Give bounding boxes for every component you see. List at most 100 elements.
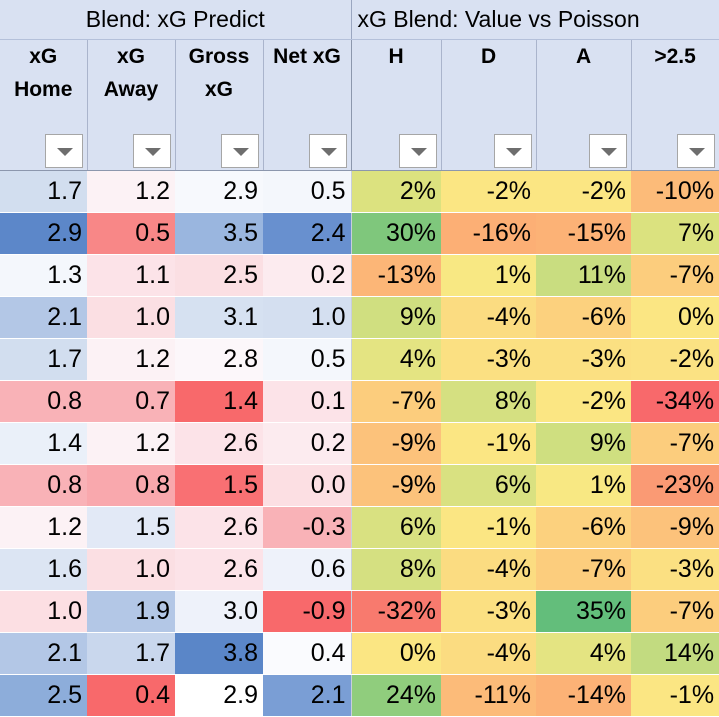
cell-xg-away[interactable]: 0.4: [87, 674, 175, 717]
cell-xg-home[interactable]: 1.4: [0, 422, 87, 465]
cell-xg-away[interactable]: 0.8: [87, 464, 175, 507]
cell-xg-away[interactable]: 1.2: [87, 170, 175, 213]
cell-xg-home[interactable]: 1.7: [0, 170, 87, 213]
cell-net-xg[interactable]: 0.0: [263, 464, 352, 507]
cell-xg-away[interactable]: 1.5: [87, 506, 175, 549]
cell-net-xg[interactable]: -0.3: [263, 506, 352, 549]
cell-gross-xg[interactable]: 3.8: [175, 632, 263, 675]
cell-h[interactable]: 24%: [351, 674, 442, 717]
cell-a[interactable]: -3%: [536, 338, 632, 381]
cell-over-2-5[interactable]: -3%: [631, 548, 719, 591]
cell-a[interactable]: 4%: [536, 632, 632, 675]
cell-over-2-5[interactable]: -34%: [631, 380, 719, 423]
cell-over-2-5[interactable]: 0%: [631, 296, 719, 339]
cell-over-2-5[interactable]: -1%: [631, 674, 719, 717]
cell-gross-xg[interactable]: 3.1: [175, 296, 263, 339]
cell-d[interactable]: -4%: [441, 296, 537, 339]
cell-h[interactable]: -13%: [351, 254, 442, 297]
cell-h[interactable]: -32%: [351, 590, 442, 633]
cell-gross-xg[interactable]: 3.5: [175, 212, 263, 255]
cell-xg-home[interactable]: 1.0: [0, 590, 87, 633]
cell-a[interactable]: 11%: [536, 254, 632, 297]
cell-gross-xg[interactable]: 2.6: [175, 506, 263, 549]
cell-d[interactable]: -1%: [441, 506, 537, 549]
cell-over-2-5[interactable]: -2%: [631, 338, 719, 381]
cell-xg-home[interactable]: 1.7: [0, 338, 87, 381]
filter-dropdown-button[interactable]: [676, 134, 715, 168]
cell-h[interactable]: 9%: [351, 296, 442, 339]
cell-h[interactable]: -9%: [351, 422, 442, 465]
cell-over-2-5[interactable]: -7%: [631, 254, 719, 297]
cell-a[interactable]: -14%: [536, 674, 632, 717]
cell-xg-home[interactable]: 1.3: [0, 254, 87, 297]
cell-h[interactable]: 6%: [351, 506, 442, 549]
cell-a[interactable]: -15%: [536, 212, 632, 255]
cell-net-xg[interactable]: 1.0: [263, 296, 352, 339]
cell-d[interactable]: -4%: [441, 548, 537, 591]
cell-a[interactable]: -2%: [536, 380, 632, 423]
filter-dropdown-button[interactable]: [220, 134, 259, 168]
cell-net-xg[interactable]: 0.2: [263, 422, 352, 465]
filter-dropdown-button[interactable]: [308, 134, 347, 168]
cell-xg-away[interactable]: 1.9: [87, 590, 175, 633]
filter-dropdown-button[interactable]: [398, 134, 437, 168]
cell-xg-away[interactable]: 1.2: [87, 422, 175, 465]
cell-xg-away[interactable]: 0.5: [87, 212, 175, 255]
cell-h[interactable]: 0%: [351, 632, 442, 675]
cell-net-xg[interactable]: -0.9: [263, 590, 352, 633]
cell-xg-away[interactable]: 1.7: [87, 632, 175, 675]
cell-gross-xg[interactable]: 1.4: [175, 380, 263, 423]
cell-xg-away[interactable]: 0.7: [87, 380, 175, 423]
cell-xg-away[interactable]: 1.0: [87, 548, 175, 591]
cell-xg-home[interactable]: 1.2: [0, 506, 87, 549]
cell-xg-away[interactable]: 1.2: [87, 338, 175, 381]
cell-gross-xg[interactable]: 2.6: [175, 422, 263, 465]
cell-d[interactable]: 6%: [441, 464, 537, 507]
cell-net-xg[interactable]: 0.2: [263, 254, 352, 297]
cell-gross-xg[interactable]: 1.5: [175, 464, 263, 507]
cell-h[interactable]: 4%: [351, 338, 442, 381]
cell-xg-home[interactable]: 2.9: [0, 212, 87, 255]
cell-gross-xg[interactable]: 2.5: [175, 254, 263, 297]
cell-net-xg[interactable]: 0.5: [263, 170, 352, 213]
cell-a[interactable]: 9%: [536, 422, 632, 465]
cell-over-2-5[interactable]: -9%: [631, 506, 719, 549]
cell-xg-home[interactable]: 2.5: [0, 674, 87, 717]
cell-a[interactable]: 1%: [536, 464, 632, 507]
cell-d[interactable]: -3%: [441, 338, 537, 381]
cell-over-2-5[interactable]: 7%: [631, 212, 719, 255]
cell-d[interactable]: -1%: [441, 422, 537, 465]
cell-a[interactable]: -6%: [536, 506, 632, 549]
cell-a[interactable]: -6%: [536, 296, 632, 339]
cell-d[interactable]: -11%: [441, 674, 537, 717]
cell-xg-away[interactable]: 1.1: [87, 254, 175, 297]
cell-a[interactable]: -7%: [536, 548, 632, 591]
cell-a[interactable]: -2%: [536, 170, 632, 213]
cell-d[interactable]: -4%: [441, 632, 537, 675]
cell-over-2-5[interactable]: -7%: [631, 590, 719, 633]
filter-dropdown-button[interactable]: [493, 134, 532, 168]
cell-xg-home[interactable]: 1.6: [0, 548, 87, 591]
cell-d[interactable]: -2%: [441, 170, 537, 213]
cell-gross-xg[interactable]: 2.6: [175, 548, 263, 591]
cell-a[interactable]: 35%: [536, 590, 632, 633]
cell-net-xg[interactable]: 0.6: [263, 548, 352, 591]
cell-gross-xg[interactable]: 2.9: [175, 674, 263, 717]
cell-gross-xg[interactable]: 2.9: [175, 170, 263, 213]
cell-h[interactable]: 30%: [351, 212, 442, 255]
cell-h[interactable]: -7%: [351, 380, 442, 423]
cell-over-2-5[interactable]: -7%: [631, 422, 719, 465]
cell-over-2-5[interactable]: -10%: [631, 170, 719, 213]
cell-gross-xg[interactable]: 3.0: [175, 590, 263, 633]
cell-net-xg[interactable]: 0.4: [263, 632, 352, 675]
filter-dropdown-button[interactable]: [44, 134, 83, 168]
cell-xg-home[interactable]: 2.1: [0, 296, 87, 339]
filter-dropdown-button[interactable]: [132, 134, 171, 168]
cell-d[interactable]: -3%: [441, 590, 537, 633]
cell-over-2-5[interactable]: 14%: [631, 632, 719, 675]
cell-xg-away[interactable]: 1.0: [87, 296, 175, 339]
cell-h[interactable]: -9%: [351, 464, 442, 507]
cell-xg-home[interactable]: 0.8: [0, 380, 87, 423]
cell-net-xg[interactable]: 0.1: [263, 380, 352, 423]
cell-net-xg[interactable]: 2.4: [263, 212, 352, 255]
